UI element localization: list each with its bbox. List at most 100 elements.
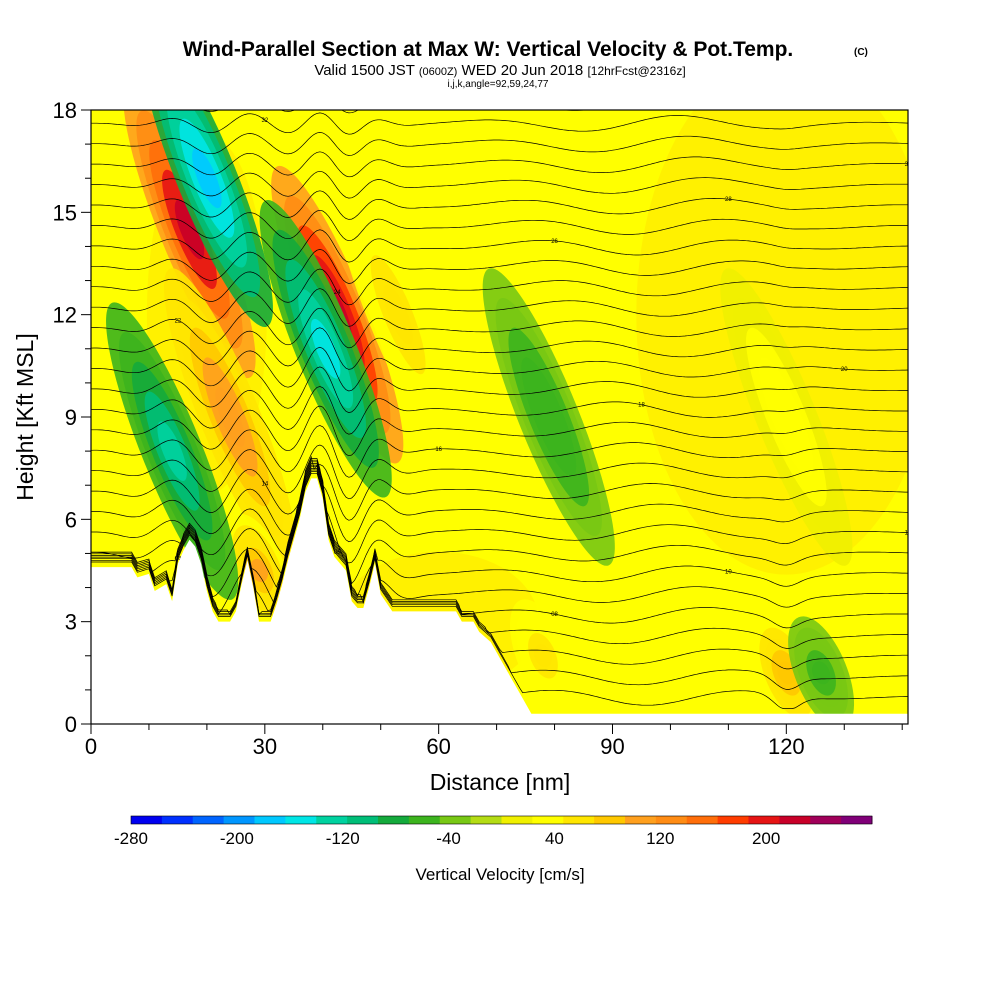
colorbar-swatch [501,816,533,824]
subtitle-utc: (0600Z) [419,66,458,78]
colorbar-swatch [161,816,194,824]
colorbar-tick-label: -120 [326,829,360,848]
colorbar-swatch [686,816,719,824]
y-tick-label: 18 [53,98,77,123]
isentrope-label: 22 [175,318,182,324]
isentrope-line [91,307,908,349]
isentrope-label: 28 [725,197,732,203]
isentrope-line [91,170,908,199]
colorbar-swatch [625,816,657,824]
colorbar-swatch [347,816,379,824]
isentrope-line [91,466,908,629]
isentrope-line [91,132,908,156]
isentrope-line [91,471,908,690]
x-tick-label: 60 [426,734,450,759]
y-tick-label: 3 [65,610,77,635]
y-tick-label: 12 [53,303,77,328]
isentrope-label: 08 [551,612,558,618]
x-axis: 0 30 60 90 120 [85,724,903,759]
isentrope-line [91,327,908,370]
downdraft-core [534,387,564,447]
updraft-core [174,199,205,260]
y-tick-label: 0 [65,712,77,737]
colorbar-swatch [717,816,749,824]
isentrope-line [91,444,908,500]
y-tick-label: 9 [65,405,77,430]
isentrope-label: 12 [905,531,912,537]
subtitle-valid: Valid 1500 JST [314,62,414,79]
updraft-core [215,387,245,447]
isentrope-line [91,459,908,564]
isentrope-line [91,151,908,178]
isentrope-line [91,268,908,306]
colorbar-tick-label: 40 [545,829,564,848]
colorbar-swatch [470,816,502,824]
isentrope-contours: 04 06 08 10 12 14 16 18 20 22 24 26 28 30 32 [91,110,912,709]
isentrope-line [91,366,908,413]
isentrope-line [91,229,908,263]
subtitle-date: WED 20 Jun 2018 [462,62,584,79]
isentrope-line [91,386,908,435]
colorbar-swatch [316,816,348,824]
isentrope-label: 16 [435,447,442,453]
colorbar-tick-label: 120 [646,829,674,848]
colorbar-swatch [841,816,873,824]
isentrope-label: 10 [725,569,732,575]
isentrope-line [91,464,908,615]
isentrope-label: 30 [905,162,912,168]
copyright-mark: (C) [854,47,868,58]
y-tick-label: 6 [65,507,77,532]
isentrope-line [91,249,908,284]
isentrope-line [91,455,908,521]
updraft-core [383,284,413,345]
colorbar-tick-label: -280 [114,829,148,848]
y-axis: 0 3 6 9 12 15 18 [53,98,91,737]
isentrope-line [91,458,908,543]
colorbar-tick-label: -200 [220,829,254,848]
colorbar-swatch [223,816,255,824]
colorbar-swatch [408,816,441,824]
subtitle-line: Valid 1500 JST (0600Z) WED 20 Jun 2018 [… [314,62,685,79]
isentrope-line [91,405,908,457]
isentrope-line [91,112,908,135]
updraft-core [250,558,269,583]
colorbar-swatch [810,816,842,824]
colorbar-swatch [655,816,688,824]
colorbar-swatch [285,816,317,824]
colorbar-swatch [439,816,472,824]
colorbar-swatch [532,816,564,824]
colorbar-swatch [378,816,410,824]
colorbar-swatch [254,816,286,824]
colorbar-swatch [748,816,780,824]
isentrope-label: 26 [551,239,558,245]
colorbar-swatch [594,816,626,824]
isentrope-line [91,288,908,327]
subtitle-index: i,j,k,angle=92,59,24,77 [448,79,549,90]
chart-title: Wind-Parallel Section at Max W: Vertical… [183,38,794,61]
downdraft-core [192,148,222,209]
colorbar-swatch [131,816,163,824]
colorbar-frame [130,815,873,825]
plot-area: 04 06 08 10 12 14 16 18 20 22 24 26 28 30 32 [91,110,912,724]
downdraft-core [310,318,341,379]
isentrope-line [91,468,908,649]
colorbar-swatch [779,816,811,824]
colorbar: -280 -200 -120 -40 40 120 200 [114,815,873,848]
isentrope-label: 24 [334,290,341,296]
isentrope-line [91,469,908,670]
isentrope-label: 04 [175,557,182,563]
isentrope-label: 32 [261,118,268,124]
isentrope-label: 20 [841,367,848,373]
isentrope-line [91,461,908,585]
subtitle-forecast: [12hrFcst@2316z] [587,64,685,78]
isentrope-label: 14 [261,481,268,487]
isentrope-line [91,209,908,242]
isentrope-line [91,190,908,220]
isentrope-line [91,346,908,392]
x-axis-label: Distance [nm] [430,769,571,795]
terrain-mask [91,478,908,724]
x-tick-label: 0 [85,734,97,759]
isentrope-label: 18 [638,403,645,409]
isentrope-line [91,463,908,598]
